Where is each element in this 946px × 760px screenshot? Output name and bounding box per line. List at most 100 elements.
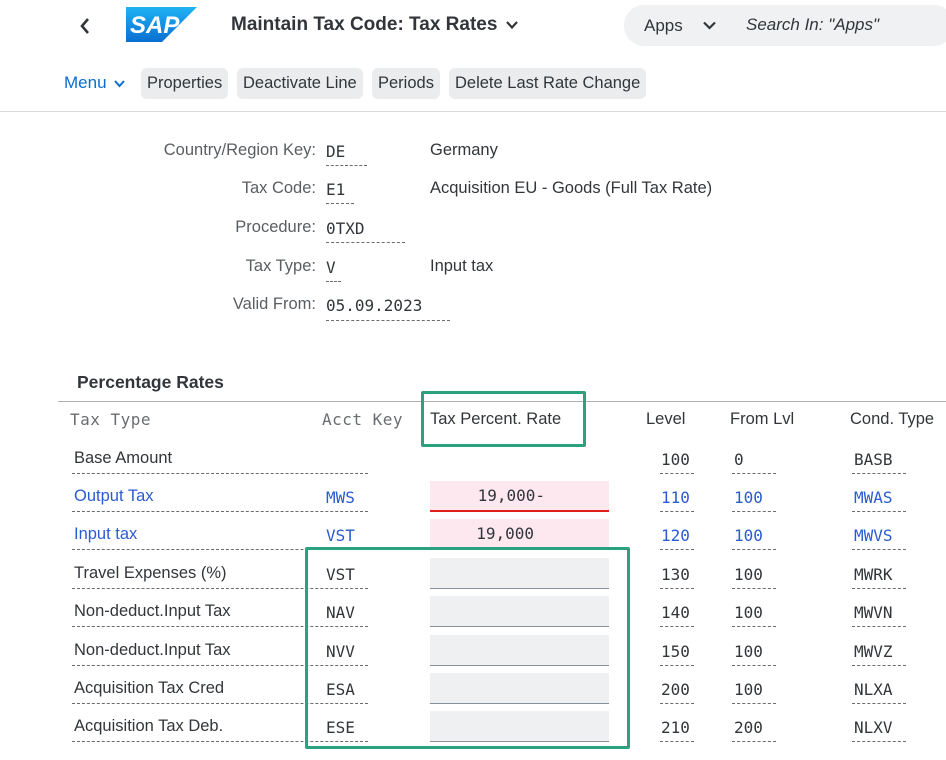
cond-type-cell: MWRK [854,565,893,584]
tax-type-cell: Acquisition Tax Cred [74,679,225,697]
field-underline [852,588,906,589]
field-underline [660,473,694,474]
cond-type-cell: BASB [854,450,893,469]
tax-type-cell: Travel Expenses (%) [74,564,227,582]
field-underline [660,703,694,704]
tax-type-cell: Non-deduct.Input Tax [74,641,231,659]
cond-type-cell: NLXV [854,718,893,737]
cond-type-cell[interactable]: MWAS [854,488,893,507]
field-underline [852,511,906,512]
level-cell[interactable]: 120 [661,526,690,545]
field-underline [72,549,368,550]
level-cell: 150 [661,642,690,661]
field-underline [732,626,776,627]
chevron-down-icon[interactable] [702,18,717,33]
field-underline [660,588,694,589]
acct-key-cell: ESE [326,718,355,737]
tax-type-cell[interactable]: Output Tax [74,487,154,505]
periods-button[interactable]: Periods [372,68,440,99]
tax-rate-input[interactable]: 19,000- [430,481,609,512]
from-lvl-cell[interactable]: 100 [734,526,763,545]
level-cell: 130 [661,565,690,584]
shell-header: SAP Maintain Tax Code: Tax Rates Apps Se… [0,0,946,52]
field-underline [660,511,694,512]
deactivate-line-button[interactable]: Deactivate Line [237,68,363,99]
country-description: Germany [430,141,498,159]
acct-key-cell: NVV [326,642,355,661]
field-underline [72,588,368,589]
tax-rate-input[interactable] [430,673,609,704]
from-lvl-cell: 0 [734,450,744,469]
tax-type-cell: Non-deduct.Input Tax [74,602,231,620]
field-underline [732,588,776,589]
level-cell: 100 [661,450,690,469]
search-bar: Apps Search In: "Apps" [624,5,946,46]
tax-code-description: Acquisition EU - Goods (Full Tax Rate) [430,179,713,197]
field-underline [732,511,776,512]
field-underline [852,473,906,474]
from-lvl-cell: 100 [734,642,763,661]
tax-rate-input[interactable] [430,558,609,589]
cond-type-cell[interactable]: MWVS [854,526,893,545]
col-header-acct-key: Acct Key [322,410,404,429]
field-underline [72,626,368,627]
cond-type-cell: MWVN [854,603,893,622]
tax-rate-input[interactable] [430,635,609,666]
back-button[interactable] [74,12,96,40]
field-underline [326,165,367,166]
tax-rate-input[interactable]: 19,000 [430,519,609,550]
acct-key-cell[interactable]: VST [326,526,355,545]
field-underline [660,741,694,742]
tax-type-field[interactable]: V [326,258,336,277]
search-input[interactable]: Search In: "Apps" [746,15,880,34]
field-underline [732,473,776,474]
field-underline [326,242,405,243]
tax-code-field[interactable]: E1 [326,180,346,199]
field-underline [732,549,776,550]
col-header-cond-type: Cond. Type [850,410,935,428]
valid-from-label: Valid From: [232,295,316,313]
tax-type-cell: Base Amount [74,449,173,467]
tax-rate-input[interactable] [430,596,609,627]
country-field[interactable]: DE [326,142,346,161]
tax-type-label: Tax Type: [245,257,316,275]
field-underline [660,549,694,550]
chevron-down-icon [506,21,519,30]
tax-type-cell[interactable]: Input tax [74,525,138,543]
app-title-menu[interactable]: Maintain Tax Code: Tax Rates [231,14,519,36]
delete-last-rate-change-button[interactable]: Delete Last Rate Change [449,68,647,99]
procedure-field[interactable]: 0TXD [326,219,365,238]
cond-type-cell: MWVZ [854,642,893,661]
logo-text: SAP [130,12,180,39]
field-underline [72,511,368,512]
col-header-from-lvl: From Lvl [730,410,795,428]
from-lvl-cell: 100 [734,603,763,622]
valid-from-field[interactable]: 05.09.2023 [326,296,423,315]
field-underline [326,203,354,204]
field-underline [732,741,776,742]
field-underline [660,626,694,627]
country-label: Country/Region Key: [163,141,316,159]
col-header-tax-rate: Tax Percent. Rate [430,410,562,428]
sap-logo[interactable]: SAP [126,7,197,42]
level-cell: 140 [661,603,690,622]
menu-button[interactable]: Menu [64,73,126,93]
acct-key-cell[interactable]: MWS [326,488,355,507]
properties-button[interactable]: Properties [141,68,229,99]
acct-key-cell: ESA [326,680,355,699]
field-underline [732,665,776,666]
search-scope[interactable]: Apps [644,16,683,35]
field-underline [852,665,906,666]
from-lvl-cell[interactable]: 100 [734,488,763,507]
field-underline [732,703,776,704]
tax-type-cell: Acquisition Tax Deb. [74,717,224,735]
field-underline [326,281,341,282]
acct-key-cell: VST [326,565,355,584]
chevron-left-icon [80,18,89,34]
tax-rate-input[interactable] [430,711,609,742]
level-cell[interactable]: 110 [661,488,690,507]
field-underline [660,665,694,666]
level-cell: 210 [661,718,690,737]
acct-key-cell: NAV [326,603,355,622]
col-header-tax-type: Tax Type [70,410,152,429]
